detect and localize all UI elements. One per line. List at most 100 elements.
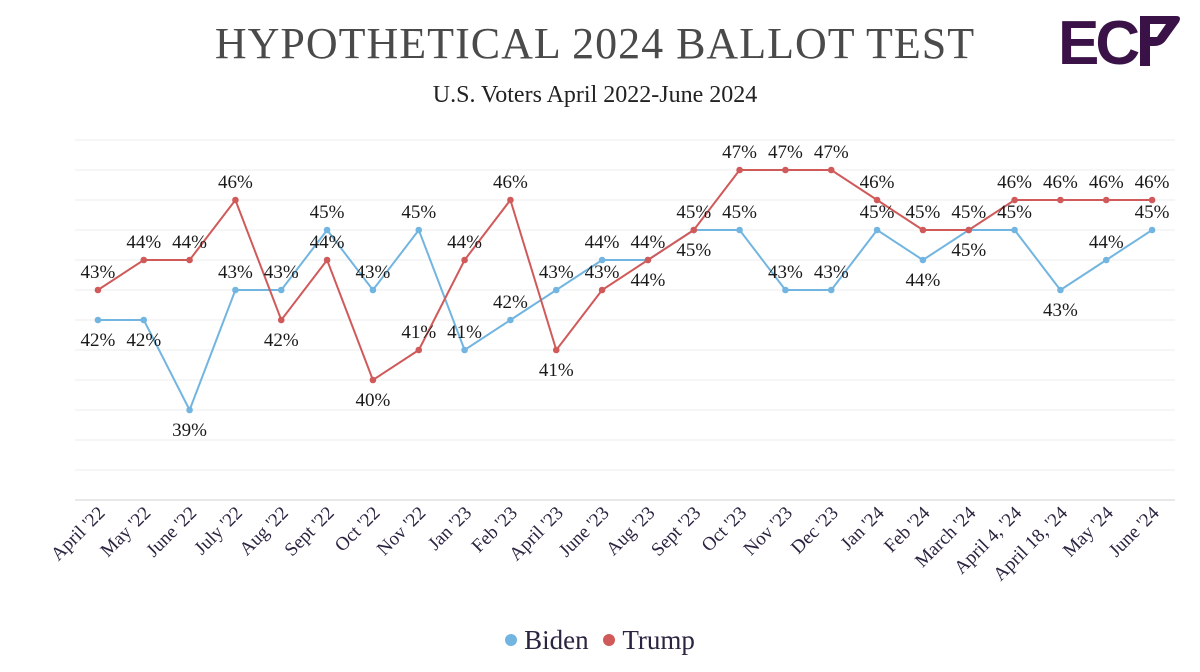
data-point-trump (736, 166, 743, 174)
data-label-trump: 44% (126, 232, 161, 253)
data-label-biden: 43% (814, 262, 849, 283)
data-label-trump: 46% (1043, 172, 1078, 193)
data-label-biden: 41% (447, 322, 482, 343)
data-label-biden: 42% (81, 330, 116, 351)
data-point-trump (232, 196, 239, 204)
data-label-trump: 47% (768, 142, 803, 163)
data-point-biden (1148, 226, 1156, 234)
data-point-trump (873, 196, 881, 204)
data-point-trump (644, 256, 652, 264)
data-label-trump: 40% (356, 390, 391, 411)
legend-item-biden: Biden (505, 625, 589, 656)
data-label-biden: 45% (722, 202, 757, 223)
data-label-trump: 46% (1135, 172, 1170, 193)
data-point-biden (140, 316, 148, 324)
data-point-trump (415, 346, 423, 354)
data-label-biden: 45% (997, 202, 1032, 223)
data-point-trump (598, 286, 606, 294)
data-point-biden (873, 226, 881, 234)
data-point-trump (94, 286, 102, 294)
data-label-biden: 45% (310, 202, 345, 223)
data-point-trump (277, 316, 285, 324)
data-point-biden (369, 286, 377, 294)
data-label-biden: 43% (264, 262, 299, 283)
series-line-trump (97, 169, 1153, 382)
data-label-biden: 42% (493, 292, 528, 313)
data-label-trump: 46% (493, 172, 528, 193)
data-point-trump (919, 226, 927, 234)
data-label-biden: 43% (539, 262, 574, 283)
data-point-trump (1057, 196, 1064, 204)
data-label-biden: 45% (860, 202, 895, 223)
data-point-biden (1011, 226, 1018, 234)
data-point-biden (827, 286, 835, 294)
data-point-biden (1102, 256, 1110, 264)
data-label-trump: 43% (585, 262, 620, 283)
data-point-biden (232, 286, 239, 294)
chart-title: HYPOTHETICAL 2024 BALLOT TEST (214, 19, 976, 68)
data-label-trump: 45% (906, 202, 941, 223)
data-point-biden (507, 316, 514, 324)
data-point-biden (461, 346, 468, 354)
data-label-trump: 47% (722, 142, 757, 163)
data-label-biden: 43% (356, 262, 391, 283)
data-label-trump: 44% (631, 270, 666, 291)
svg-text:EC: EC (1058, 10, 1139, 68)
x-tick-label: July '22 (190, 503, 246, 559)
data-label-trump: 44% (447, 232, 482, 253)
data-label-biden: 45% (951, 240, 986, 261)
data-point-biden (186, 406, 193, 414)
legend: Biden Trump (0, 622, 1200, 656)
ecp-logo: EC (1058, 10, 1180, 68)
data-label-trump: 43% (81, 262, 116, 283)
data-point-biden (323, 226, 331, 234)
data-point-biden (94, 316, 102, 324)
data-point-trump (965, 226, 973, 234)
data-point-trump (507, 196, 514, 204)
data-point-biden (277, 286, 285, 294)
x-tick-label: Nov '22 (373, 503, 430, 560)
x-tick-label: Sept '23 (647, 503, 705, 561)
x-tick-label: May '24 (1059, 502, 1118, 561)
data-label-biden: 43% (1043, 300, 1078, 321)
data-label-trump: 44% (310, 232, 345, 253)
data-label-biden: 44% (1089, 232, 1124, 253)
data-label-biden: 43% (218, 262, 253, 283)
data-point-trump (461, 256, 468, 264)
data-point-trump (1102, 196, 1110, 204)
data-label-trump: 47% (814, 142, 849, 163)
data-point-biden (415, 226, 423, 234)
data-point-trump (186, 256, 193, 264)
x-tick-label: Dec '23 (787, 503, 843, 559)
data-point-biden (782, 286, 789, 294)
data-point-biden (552, 286, 560, 294)
data-point-trump (323, 256, 331, 264)
data-label-trump: 46% (218, 172, 253, 193)
x-tick-label: April '22 (47, 503, 109, 565)
legend-label-trump: Trump (622, 624, 695, 655)
data-label-trump: 45% (676, 240, 711, 261)
x-tick-label: Aug '22 (236, 503, 293, 560)
data-point-trump (1011, 196, 1018, 204)
data-label-trump: 41% (539, 360, 574, 381)
legend-marker-trump (603, 634, 616, 646)
legend-marker-biden (505, 634, 518, 646)
data-point-biden (736, 226, 743, 234)
legend-label-biden: Biden (524, 624, 589, 655)
data-label-biden: 45% (401, 202, 436, 223)
x-tick-label: June '23 (555, 503, 614, 562)
data-point-trump (140, 256, 148, 264)
x-tick-label: Sept '22 (281, 503, 339, 561)
data-label-biden: 43% (768, 262, 803, 283)
data-point-biden (598, 256, 606, 264)
data-point-biden (919, 256, 927, 264)
data-label-biden: 42% (126, 330, 161, 351)
data-point-trump (1148, 196, 1156, 204)
x-tick-label: June '22 (142, 503, 201, 562)
data-label-biden: 45% (1135, 202, 1170, 223)
data-label-trump: 46% (997, 172, 1032, 193)
data-point-trump (782, 166, 789, 174)
data-label-trump: 46% (1089, 172, 1124, 193)
